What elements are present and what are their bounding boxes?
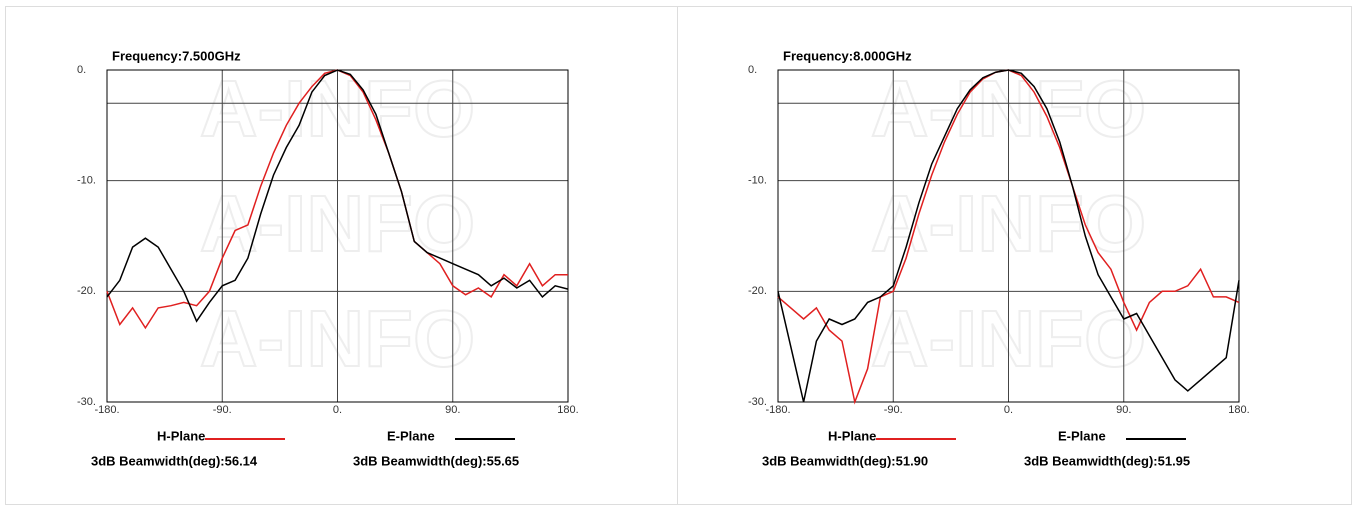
x-tick-label: 180. <box>1228 404 1249 416</box>
x-tick-label: 90. <box>1116 404 1131 416</box>
y-tick-label: -10. <box>77 175 96 187</box>
chart-title: Frequency:8.000GHz <box>783 48 912 63</box>
chart-title: Frequency:7.500GHz <box>112 48 241 63</box>
x-tick-label: -180. <box>765 404 790 416</box>
y-tick-label: -30. <box>748 396 767 408</box>
y-tick-label: -30. <box>77 396 96 408</box>
series-line <box>106 69 569 323</box>
legend-label: H-Plane <box>828 428 876 443</box>
x-tick-label: 180. <box>557 404 578 416</box>
beamwidth-label: 3dB Beamwidth(deg):51.95 <box>1024 453 1190 468</box>
y-tick-label: 0. <box>77 64 86 76</box>
x-tick-label: 90. <box>445 404 460 416</box>
x-tick-label: -90. <box>884 404 903 416</box>
chart: A-INFOA-INFOA-INFOFrequency:8.000GHz0.-1… <box>748 48 1250 468</box>
x-tick-label: -180. <box>94 404 119 416</box>
beamwidth-label: 3dB Beamwidth(deg):51.90 <box>762 453 928 468</box>
beamwidth-label: 3dB Beamwidth(deg):55.65 <box>353 453 519 468</box>
y-tick-label: -20. <box>748 285 767 297</box>
x-tick-label: 0. <box>1004 404 1013 416</box>
x-tick-label: -90. <box>213 404 232 416</box>
beamwidth-label: 3dB Beamwidth(deg):56.14 <box>91 453 258 468</box>
y-tick-label: -20. <box>77 285 96 297</box>
x-tick-label: 0. <box>333 404 342 416</box>
legend-label: E-Plane <box>387 428 435 443</box>
y-tick-label: -10. <box>748 175 767 187</box>
legend-label: E-Plane <box>1058 428 1106 443</box>
y-tick-label: 0. <box>748 64 757 76</box>
legend-label: H-Plane <box>157 428 205 443</box>
series-line <box>777 69 1240 403</box>
chart: A-INFOA-INFOA-INFOFrequency:7.500GHz0.-1… <box>77 48 579 468</box>
